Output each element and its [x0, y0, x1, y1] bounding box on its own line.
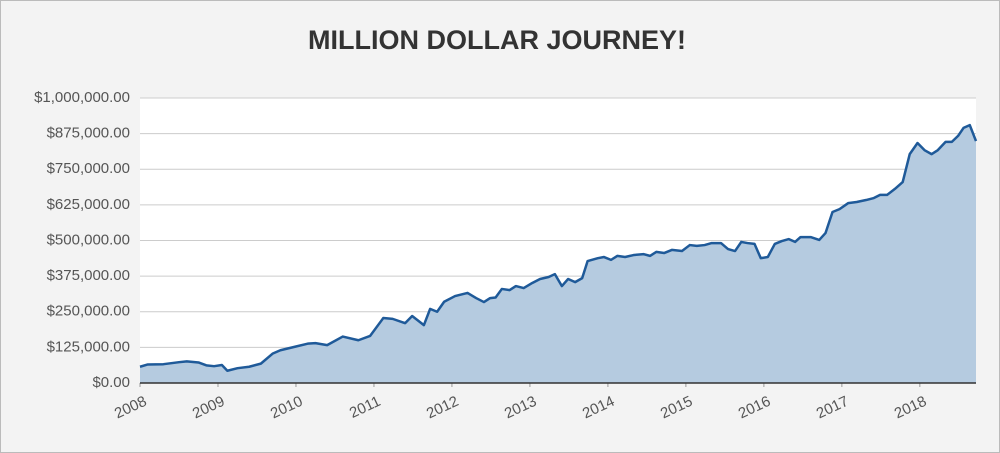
y-tick-label: $875,000.00 [47, 125, 130, 142]
line [139, 123, 978, 372]
y-tick-label: $250,000.00 [47, 303, 130, 320]
area [140, 125, 976, 383]
chart-title: MILLION DOLLAR JOURNEY! [308, 25, 686, 55]
y-tick-label: $750,000.00 [47, 160, 130, 177]
y-tick-label: $1,000,000.00 [34, 89, 130, 106]
y-tick-label: $0.00 [92, 374, 130, 391]
y-tick-label: $500,000.00 [47, 231, 130, 248]
y-tick-label: $125,000.00 [47, 338, 130, 355]
y-tick-label: $625,000.00 [47, 196, 130, 213]
y-tick-label: $375,000.00 [47, 267, 130, 284]
